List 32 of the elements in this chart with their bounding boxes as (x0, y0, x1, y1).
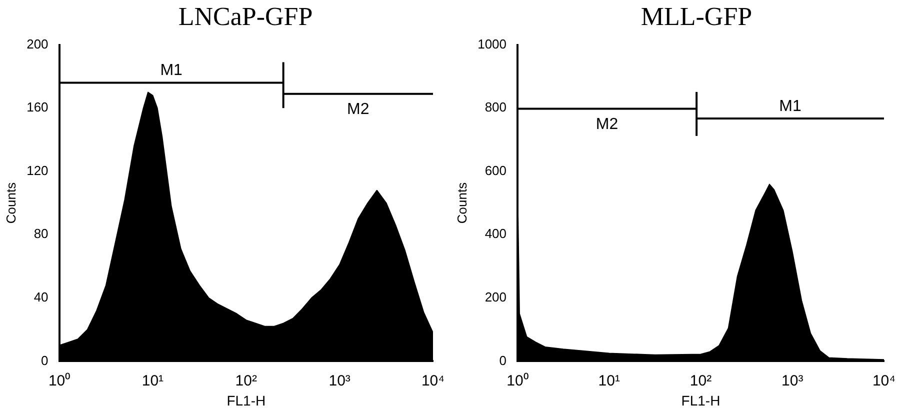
x-tick-label: 10⁴ (421, 372, 445, 390)
y-tick-label: 40 (34, 290, 48, 304)
x-tick-label: 10³ (782, 372, 804, 390)
x-tick-label: 10⁴ (872, 372, 896, 390)
x-tick-label: 10² (690, 372, 712, 390)
series-label: M2 (347, 101, 370, 118)
series-label: M2 (596, 116, 618, 134)
y-tick-label: 600 (484, 162, 507, 178)
x-tick-label: 10¹ (598, 372, 620, 390)
y-tick-label: 120 (26, 162, 48, 178)
x-tick-label: 10⁰ (506, 372, 528, 390)
y-tick-label: 200 (484, 290, 507, 304)
y-axis-title: Counts (454, 182, 470, 224)
x-tick-label: 10⁰ (48, 372, 70, 390)
series-label: M1 (160, 62, 183, 80)
y-tick-label: 800 (484, 100, 507, 115)
series-label: M1 (779, 98, 802, 115)
y-tick-label: 0 (41, 352, 48, 368)
y-tick-label: 1000 (478, 36, 507, 52)
x-tick-label: 10³ (328, 372, 350, 390)
chart-title: MLL-GFP (640, 2, 754, 32)
x-tick-label: 10² (235, 372, 257, 390)
y-tick-label: 0 (499, 352, 507, 368)
y-tick-label: 80 (34, 226, 48, 242)
y-tick-label: 200 (26, 36, 48, 52)
x-tick-label: 10¹ (142, 372, 164, 390)
x-axis-title: FL1-H (681, 392, 720, 408)
y-tick-label: 400 (484, 226, 507, 242)
chart-title: LNCaP-GFP (177, 2, 314, 32)
y-tick-label: 160 (26, 100, 48, 115)
x-axis-title: FL1-H (226, 392, 266, 408)
y-axis-title: Counts (3, 182, 18, 224)
